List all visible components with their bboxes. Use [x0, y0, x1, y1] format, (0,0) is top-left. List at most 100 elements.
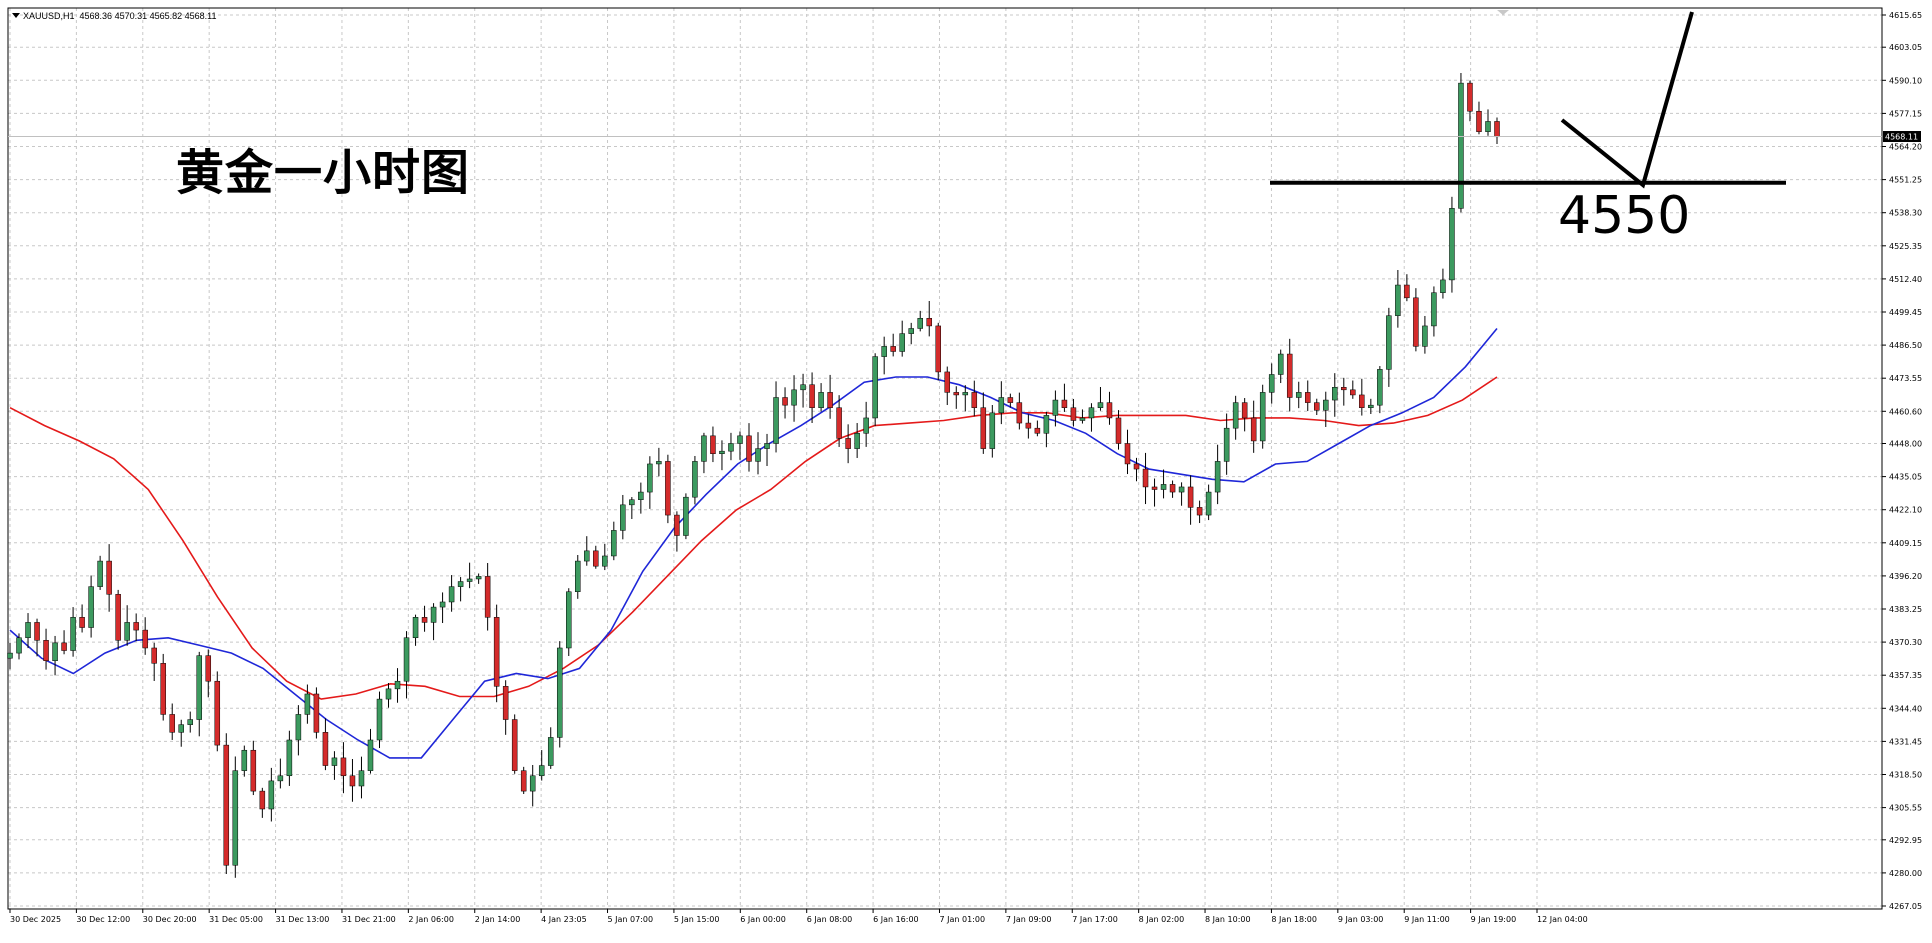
bull-candle: [385, 688, 392, 700]
bear-candle: [1124, 443, 1131, 465]
price-axis[interactable]: 4615.65 4603.05 4590.10 4577.15 4564.20 4551.…: [1882, 11, 1922, 911]
ohlc-values: 4568.36 4570.31 4565.82 4568.11: [79, 11, 217, 21]
y-tick-label: 4473.55: [1889, 374, 1922, 383]
y-tick-label: 4409.15: [1889, 539, 1922, 548]
bull-candle: [1295, 392, 1302, 398]
y-tick-label: 4396.20: [1889, 572, 1922, 581]
bull-candle: [358, 770, 365, 787]
x-tick-label: 7 Jan 01:00: [939, 915, 985, 924]
arrow-check-drawing[interactable]: [1560, 11, 1694, 189]
bull-candle: [241, 749, 248, 771]
x-tick-label: 5 Jan 07:00: [608, 915, 654, 924]
bull-candle: [1259, 392, 1266, 442]
bear-candle: [809, 384, 815, 408]
bear-candle: [1476, 110, 1482, 132]
y-tick-label: 4357.35: [1889, 671, 1922, 680]
x-tick-label: 31 Dec 05:00: [209, 915, 263, 924]
bear-candle: [1187, 486, 1194, 508]
bear-candle: [223, 744, 230, 866]
bear-candle: [1494, 121, 1500, 138]
x-tick-label: 9 Jan 03:00: [1338, 915, 1384, 924]
bull-candle: [647, 463, 653, 493]
bull-candle: [331, 757, 338, 766]
y-tick-label: 4486.50: [1889, 341, 1922, 350]
bull-candle: [899, 333, 905, 352]
bull-candle: [268, 780, 275, 810]
bear-candle: [1304, 392, 1311, 403]
x-tick-label: 2 Jan 14:00: [475, 915, 521, 924]
bull-candle: [70, 617, 76, 651]
bull-candle: [1277, 353, 1284, 375]
grid: [8, 8, 1882, 909]
collapse-triangle-icon[interactable]: [12, 13, 20, 18]
bull-candle: [1214, 461, 1221, 493]
bull-candle: [854, 433, 860, 449]
bull-candle: [719, 450, 725, 454]
bull-candle: [656, 461, 662, 465]
bear-candle: [43, 640, 49, 662]
bear-candle: [520, 770, 527, 792]
bull-candle: [881, 346, 887, 357]
bull-candle: [556, 647, 563, 738]
bear-candle: [1115, 417, 1122, 444]
bear-candle: [511, 719, 518, 771]
y-tick-label: 4344.40: [1889, 704, 1922, 713]
bull-candle: [764, 443, 770, 449]
bull-candle: [304, 693, 311, 715]
bull-candle: [737, 435, 743, 444]
bull-candle: [367, 739, 374, 771]
bull-candle: [1052, 399, 1059, 416]
bull-candle: [1368, 404, 1374, 408]
x-tick-label: 4 Jan 23:05: [541, 915, 587, 924]
bear-candle: [1106, 402, 1113, 419]
x-tick-label: 6 Jan 00:00: [740, 915, 786, 924]
bear-candle: [926, 318, 932, 327]
bull-candle: [1079, 417, 1086, 421]
bull-candle: [1431, 292, 1437, 327]
bear-candle: [1404, 284, 1410, 299]
current-price-box: [1883, 131, 1921, 143]
y-tick-label: 4603.05: [1889, 43, 1922, 52]
bull-candle: [620, 504, 626, 531]
bear-candle: [674, 514, 680, 536]
time-axis[interactable]: 30 Dec 2025 30 Dec 12:00 30 Dec 20:00 31 De…: [9, 909, 1588, 924]
bear-candle: [322, 732, 329, 766]
bull-candle: [584, 550, 590, 562]
bear-candle: [1241, 402, 1248, 419]
bear-candle: [115, 594, 121, 641]
x-tick-label: 9 Jan 11:00: [1404, 915, 1450, 924]
x-tick-label: 30 Dec 12:00: [76, 915, 130, 924]
x-tick-label: 31 Dec 13:00: [276, 915, 330, 924]
bull-candle: [602, 555, 608, 567]
bull-candle: [1223, 427, 1230, 462]
current-price-marker: 4568.11: [8, 131, 1921, 143]
bull-candle: [448, 586, 455, 603]
y-tick-label: 4525.35: [1889, 242, 1922, 251]
bear-candle: [142, 629, 148, 649]
bull-candle: [908, 328, 914, 334]
bull-candle: [575, 560, 581, 592]
bull-candle: [277, 775, 284, 782]
bear-candle: [1341, 387, 1347, 391]
bull-candle: [178, 724, 184, 733]
bear-candle: [710, 435, 716, 454]
bull-candle: [7, 652, 13, 659]
bear-candle: [953, 392, 960, 396]
bull-candle: [818, 392, 824, 408]
bull-candle: [88, 586, 94, 628]
bull-candle: [1485, 121, 1491, 132]
scroll-marker-icon[interactable]: [1497, 10, 1509, 15]
bear-candle: [34, 622, 40, 641]
bull-candle: [1377, 369, 1383, 406]
bull-candle: [1232, 402, 1239, 429]
annotation-drawing[interactable]: [1270, 11, 1786, 189]
bull-candle: [1205, 491, 1212, 516]
bear-candle: [421, 617, 428, 623]
bull-candle: [998, 397, 1005, 414]
plot-frame: [7, 7, 1883, 910]
bear-candle: [1467, 82, 1473, 112]
bull-candle: [403, 637, 410, 682]
bull-candle: [800, 384, 806, 391]
y-tick-label: 4331.45: [1889, 737, 1922, 746]
